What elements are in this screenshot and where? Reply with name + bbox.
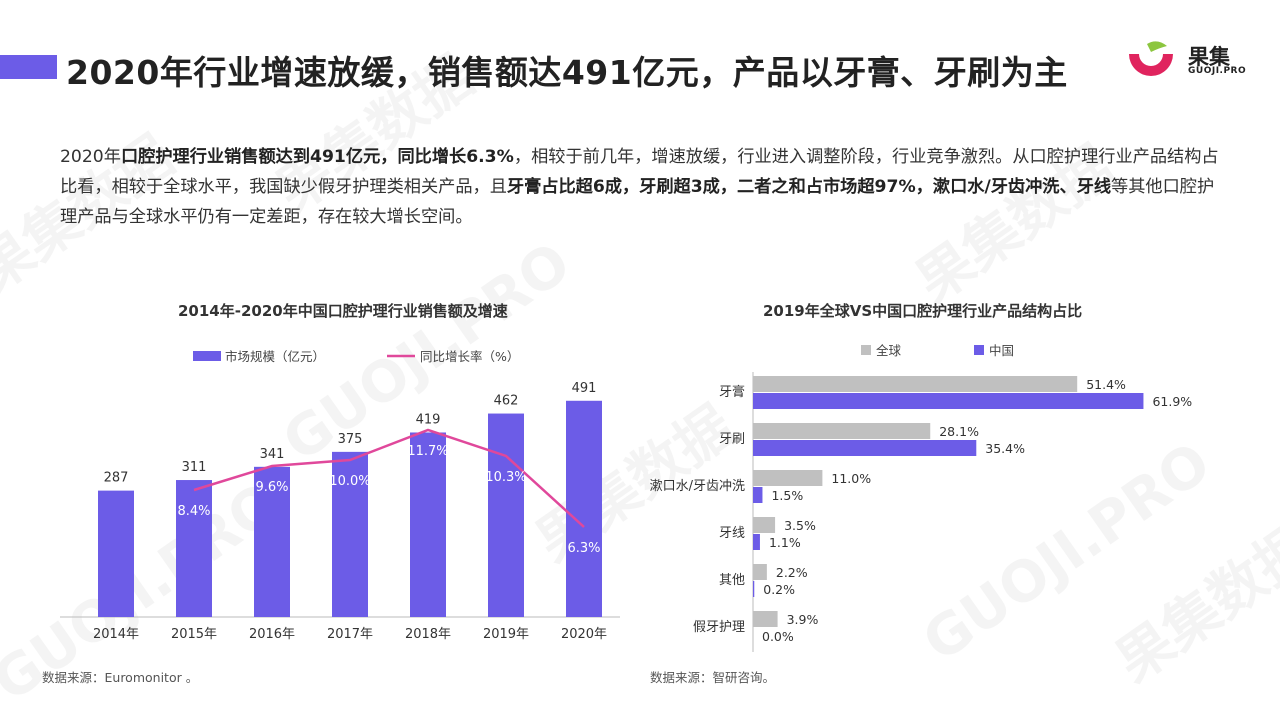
bar-global (753, 376, 1078, 392)
left-chart-source: 数据来源：Euromonitor 。 (42, 670, 199, 685)
legend-label-global: 全球 (876, 343, 902, 358)
bar-global (753, 611, 778, 627)
x-tick-label: 2014年 (93, 627, 139, 642)
page-title: 2020年行业增速放缓，销售额达491亿元，产品以牙膏、牙刷为主 (66, 53, 1068, 92)
bar-global-label: 3.5% (784, 518, 816, 533)
bar (98, 490, 134, 617)
bar-china-label: 1.5% (771, 488, 803, 503)
legend-label-china: 中国 (989, 343, 1014, 358)
summary-highlight: 口腔护理行业销售额达到491亿元，同比增长6.3% (120, 147, 514, 167)
bar-china (753, 440, 977, 456)
bar-value-label: 341 (260, 447, 285, 462)
growth-value-label: 9.6% (255, 480, 288, 495)
bar-global-label: 51.4% (1086, 377, 1126, 392)
bar-global-label: 28.1% (939, 424, 979, 439)
bar-value-label: 491 (572, 381, 597, 396)
legend-label-bar: 市场规模（亿元） (225, 349, 325, 364)
category-label: 牙线 (719, 526, 745, 541)
left-chart-title: 2014年-2020年中国口腔护理行业销售额及增速 (178, 302, 508, 320)
right-chart-source: 数据来源：智研咨询。 (650, 670, 776, 685)
bar-china (753, 534, 760, 550)
bar (332, 451, 368, 617)
bar-value-label: 419 (416, 412, 441, 427)
bar-global-label: 2.2% (776, 565, 808, 580)
right-chart-title: 2019年全球VS中国口腔护理行业产品结构占比 (763, 302, 1083, 320)
bar (488, 413, 524, 617)
bar-china (753, 581, 755, 597)
bar-value-label: 375 (338, 432, 363, 447)
bar (566, 400, 602, 617)
bar (410, 432, 446, 617)
category-label: 牙刷 (719, 432, 745, 447)
bar-value-label: 287 (104, 471, 129, 486)
bar-china-label: 35.4% (985, 441, 1025, 456)
summary-highlight: 牙膏占比超6成，牙刷超3成，二者之和占市场超97%，漱口水/牙齿冲洗、牙线 (506, 177, 1112, 197)
logo (1127, 40, 1247, 85)
bar-china-label: 1.1% (769, 535, 801, 550)
bar-global (753, 423, 931, 439)
title-accent-bar (0, 55, 57, 79)
legend-label-line: 同比增长率（%） (420, 349, 519, 364)
bar-china-label: 0.0% (762, 629, 794, 644)
bar-global (753, 517, 776, 533)
legend-swatch-bar (193, 351, 221, 361)
bar-china-label: 0.2% (763, 582, 795, 597)
category-label: 牙膏 (719, 384, 745, 400)
logo-icon (1129, 41, 1173, 76)
growth-value-label: 10.0% (329, 474, 370, 489)
growth-value-label: 6.3% (567, 541, 600, 556)
bar-china-label: 61.9% (1152, 394, 1192, 409)
bar-china (753, 487, 763, 503)
bar-china (753, 393, 1144, 409)
summary-segment: 等其他口腔护理产品与全球水平仍有一定差距，存在较大增长空间。 (60, 177, 1215, 227)
bar-value-label: 462 (494, 394, 519, 409)
bar (254, 466, 290, 617)
x-tick-label: 2018年 (405, 627, 451, 642)
summary-segment: ，相较于前几年，增速放缓，行业进入调整阶段，行业竞争激烈。从口腔护理行业产品结构… (60, 147, 1219, 197)
x-tick-label: 2019年 (483, 627, 529, 642)
growth-line (193, 428, 585, 528)
bar-value-label: 311 (182, 460, 207, 475)
legend-swatch-global (861, 345, 871, 355)
logo-text: 果集 (1188, 45, 1230, 69)
bar (176, 480, 212, 617)
x-tick-label: 2016年 (249, 627, 295, 642)
growth-value-label: 11.7% (407, 444, 448, 459)
growth-value-label: 8.4% (177, 504, 210, 519)
bar-global (753, 470, 823, 486)
summary-segment: 2020年 (60, 147, 121, 167)
logo-subtext: GUOJI.PRO (1188, 66, 1247, 76)
x-tick-label: 2015年 (171, 627, 217, 642)
x-tick-label: 2017年 (327, 627, 373, 642)
x-tick-label: 2020年 (561, 627, 607, 642)
category-label: 假牙护理 (693, 620, 745, 635)
legend-swatch-china (974, 345, 984, 355)
category-label: 其他 (719, 573, 745, 588)
bar-global-label: 3.9% (787, 612, 819, 627)
bar-global-label: 11.0% (831, 471, 871, 486)
sales-growth-chart: 市场规模（亿元） 同比增长率（%） 287 2014年 311 2015年 341 2016年… (60, 349, 620, 642)
category-label: 漱口水/牙齿冲洗 (650, 479, 745, 494)
bar-global (753, 564, 767, 580)
summary-paragraph: 2020年口腔护理行业销售额达到491亿元，同比增长6.3%，相较于前几年，增速… (60, 142, 1230, 232)
growth-value-label: 10.3% (485, 470, 526, 485)
